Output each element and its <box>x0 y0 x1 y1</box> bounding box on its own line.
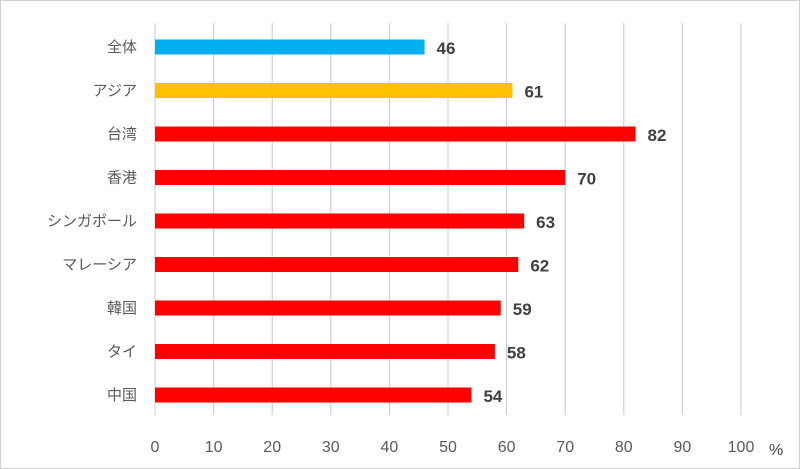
bar <box>155 300 501 316</box>
category-label: シンガポール <box>47 212 137 230</box>
data-label: 59 <box>513 300 532 319</box>
category-label: 香港 <box>107 169 137 187</box>
data-label: 46 <box>437 39 456 58</box>
bar <box>155 213 525 229</box>
x-tick-label: 100 <box>728 439 755 456</box>
data-label: 58 <box>507 344 526 363</box>
x-tick-label: 90 <box>674 439 692 456</box>
data-label: 54 <box>483 387 502 406</box>
x-tick-label: 30 <box>322 439 340 456</box>
bar <box>155 387 472 403</box>
x-axis-unit: % <box>769 442 783 459</box>
x-tick-label: 50 <box>439 439 457 456</box>
data-label: 82 <box>648 126 667 145</box>
bar <box>155 170 566 185</box>
category-label: 台湾 <box>107 125 137 143</box>
category-label: タイ <box>107 343 137 361</box>
category-label: 中国 <box>107 386 137 404</box>
bar <box>155 126 636 142</box>
x-tick-labels: 0 10 20 30 40 50 60 70 80 90 100 <box>151 439 755 456</box>
data-label: 62 <box>530 257 549 276</box>
x-tick-label: 80 <box>615 439 633 456</box>
category-label: マレーシア <box>62 256 137 274</box>
bar <box>155 257 519 272</box>
bars <box>155 39 636 403</box>
bar <box>155 83 513 98</box>
data-label: 61 <box>524 83 543 102</box>
category-label: アジア <box>93 82 137 100</box>
x-tick-label: 20 <box>263 439 281 456</box>
x-tick-label: 60 <box>498 439 516 456</box>
category-label: 全体 <box>107 38 137 56</box>
data-label: 70 <box>577 170 596 189</box>
x-tick-label: 0 <box>151 439 160 456</box>
category-label: 韓国 <box>107 299 137 317</box>
x-tick-label: 70 <box>556 439 574 456</box>
x-tick-label: 40 <box>381 439 399 456</box>
x-tick-label: 10 <box>205 439 223 456</box>
bar <box>155 39 425 55</box>
data-labels: 46 61 82 70 63 62 59 58 54 <box>437 39 667 406</box>
bar <box>155 344 495 359</box>
data-label: 63 <box>536 213 555 232</box>
